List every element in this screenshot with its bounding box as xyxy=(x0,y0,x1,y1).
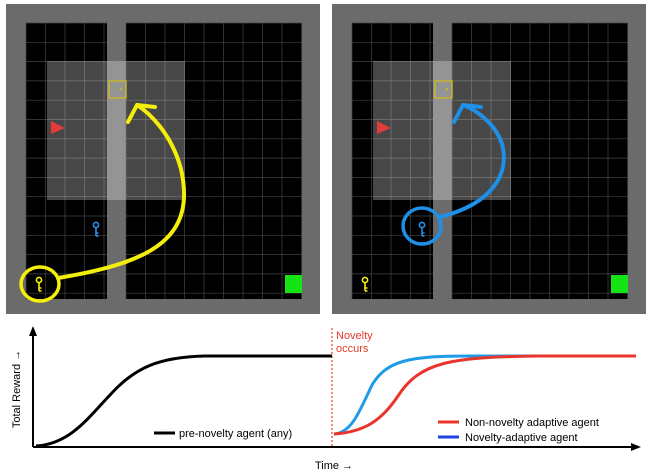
room-right xyxy=(452,23,628,299)
goal-square xyxy=(611,275,628,293)
room-left xyxy=(352,23,433,299)
key-icon xyxy=(35,276,43,292)
door-handle xyxy=(445,87,449,91)
series-line-novelty-adaptive xyxy=(333,354,636,436)
door xyxy=(434,80,453,99)
y-axis-arrowhead xyxy=(29,326,37,336)
series-line-non-novelty-adaptive xyxy=(333,354,636,436)
highlight-circle xyxy=(401,206,443,246)
agent-triangle xyxy=(51,121,65,134)
legend-label: Novelty-adaptive agent xyxy=(465,432,578,444)
grid-panel-right xyxy=(332,4,646,314)
goal-square xyxy=(285,275,302,293)
key-icon xyxy=(418,221,426,237)
room-right xyxy=(126,23,302,299)
y-axis-label: Total Reward → xyxy=(11,350,23,428)
novelty-annotation-line2: occurs xyxy=(336,343,369,355)
agent-view-area xyxy=(373,61,511,200)
key-icon xyxy=(361,276,369,292)
legend-entry: pre-novelty agent (any) xyxy=(154,428,292,440)
legend-label: Non-novelty adaptive agent xyxy=(465,417,599,429)
grid-panel-left xyxy=(6,4,320,314)
path-arrowhead xyxy=(126,103,157,124)
gridlines xyxy=(25,22,302,299)
legend-entry: Non-novelty adaptive agent xyxy=(438,417,599,429)
room-left xyxy=(26,23,107,299)
x-axis-arrowhead xyxy=(631,443,641,451)
reward-chart: Total Reward → Time → Novelty occurs pre… xyxy=(11,326,641,472)
novelty-annotation-line1: Novelty xyxy=(336,330,373,342)
door xyxy=(108,80,127,99)
door-handle xyxy=(119,87,123,91)
path-arrow xyxy=(438,103,506,219)
legend-entry: Novelty-adaptive agent xyxy=(438,432,578,444)
legend-label: pre-novelty agent (any) xyxy=(179,428,292,440)
x-axis-label: Time → xyxy=(315,460,353,472)
series-line-pre-novelty xyxy=(35,354,332,448)
highlight-circle xyxy=(19,265,61,303)
agent-triangle xyxy=(377,121,391,134)
path-arrowhead xyxy=(452,103,483,124)
path-arrow xyxy=(56,103,187,280)
key-icon xyxy=(92,221,100,237)
